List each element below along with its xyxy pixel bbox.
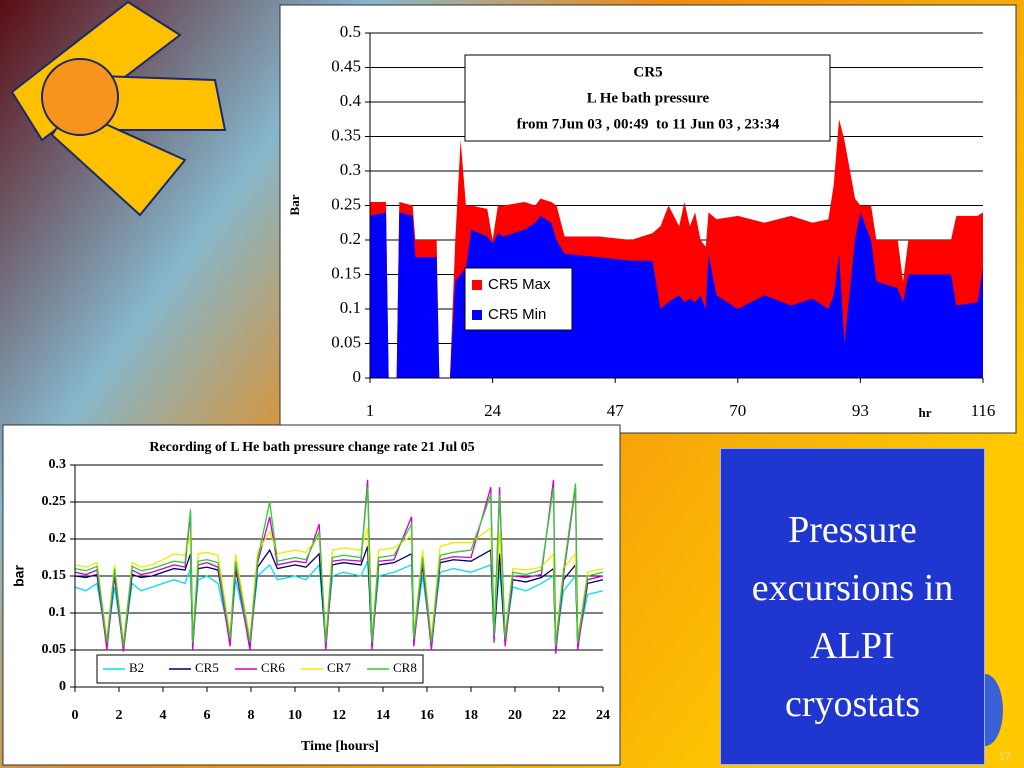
x-tick-label: 22 (552, 708, 566, 723)
legend-label: CR5 (195, 660, 219, 675)
line (74, 560, 604, 647)
x-tick-label: 2 (116, 708, 123, 723)
title-box (464, 54, 831, 142)
legend-label: CR5 Min (488, 306, 546, 323)
y-tick-label: 0.15 (42, 568, 67, 583)
y-tick-label: 0.1 (49, 605, 67, 620)
x-tick-label: 18 (464, 708, 478, 723)
y-tick-label: 0.25 (331, 194, 361, 213)
x-tick-label: 20 (508, 708, 522, 723)
y-tick-label: 0 (59, 679, 66, 694)
legend-label: B2 (129, 660, 144, 675)
legend-label: CR7 (327, 660, 351, 675)
x-tick-label: 93 (852, 401, 869, 420)
x-tick-label: 24 (484, 401, 502, 420)
legend-label: CR5 Max (488, 276, 551, 293)
x-tick-label: 8 (248, 708, 255, 723)
legend-label: CR6 (261, 660, 285, 675)
chart-panel (2, 424, 621, 766)
x-tick-label: 6 (204, 708, 211, 723)
chart-annotation: from 7Jun 03 , 00:49 to 11 Jun 03 , 23:3… (517, 116, 780, 132)
y-tick-label: 0.15 (331, 263, 361, 282)
line (74, 483, 604, 647)
legend: CR5 Max CR5 Min (464, 267, 573, 331)
x-axis-label: Time [hours] (301, 739, 379, 754)
x-tick-label: 1 (366, 401, 375, 420)
y-tick-label: 0.3 (340, 160, 361, 179)
text-box: Pressure excursions in ALPI cryostats (720, 448, 985, 765)
y-tick-label: 0.35 (331, 125, 361, 144)
x-tick-label: 47 (607, 401, 625, 420)
chart-title: Recording of L He bath pressure change r… (149, 440, 474, 455)
legend: B2 CR5 CR6 CR7 CR8 (96, 654, 424, 684)
x-tick-label: 116 (971, 401, 996, 420)
y-tick-label: 0.05 (42, 642, 67, 657)
plot-area: 00.050.10.150.20.250.30 2 4 6 8 10 12 14 16 18 20 2… (42, 457, 611, 723)
line (74, 526, 604, 643)
y-tick-label: 0.1 (340, 298, 361, 317)
x-tick-label: 12 (332, 708, 346, 723)
x-tick-label: 16 (420, 708, 434, 723)
logo (10, 0, 227, 217)
legend-box (464, 267, 573, 331)
area (370, 212, 983, 378)
y-tick-label: 0.4 (340, 91, 362, 110)
x-tick-label: 4 (160, 708, 167, 723)
y-tick-label: 0.3 (49, 457, 67, 472)
legend-label: CR8 (393, 660, 417, 675)
page-number: 17 (999, 751, 1011, 763)
chart-title: CR5 (633, 64, 662, 80)
chart-subtitle: L He bath pressure (587, 90, 710, 106)
y-tick-label: 0.45 (331, 56, 361, 75)
x-tick-label: 10 (288, 708, 302, 723)
legend-swatch (472, 310, 482, 320)
y-axis-label: bar (11, 565, 27, 587)
x-tick-label: 70 (729, 401, 746, 420)
y-tick-label: 0 (353, 367, 362, 386)
x-tick-label: 0 (72, 708, 79, 723)
x-tick-label: 14 (376, 708, 390, 723)
y-tick-label: 0.05 (331, 332, 361, 351)
x-axis-label: hr (919, 405, 932, 420)
x-tick-label: 24 (596, 708, 610, 723)
y-tick-label: 0.25 (42, 494, 67, 509)
y-axis-label: Bar (287, 194, 302, 215)
y-tick-label: 0.5 (340, 22, 361, 41)
y-tick-label: 0.2 (49, 531, 67, 546)
legend-swatch (472, 280, 482, 290)
text-box-text: Pressure excursions in ALPI cryostats (751, 509, 954, 725)
y-tick-label: 0.2 (340, 229, 361, 248)
